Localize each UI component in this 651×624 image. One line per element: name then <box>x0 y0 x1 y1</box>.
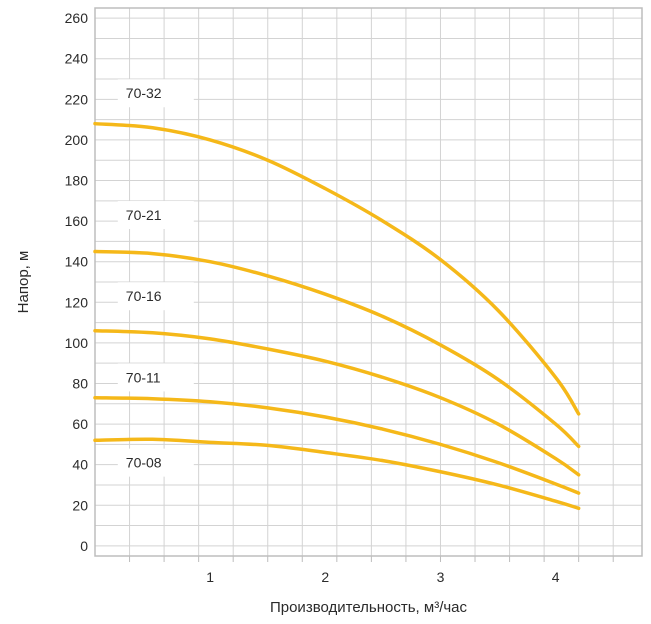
series-line <box>93 395 581 495</box>
series-line <box>93 249 581 449</box>
series-label: 70-21 <box>126 207 162 223</box>
y-tick-label: 20 <box>72 497 88 513</box>
y-tick-label: 160 <box>65 213 89 229</box>
series-line <box>93 121 581 416</box>
series-label-background <box>117 282 194 311</box>
series-lines <box>93 121 581 511</box>
series-line <box>93 328 581 477</box>
y-tick-label: 180 <box>65 173 89 189</box>
y-tick-label: 120 <box>65 294 89 310</box>
series-label: 70-11 <box>126 369 161 385</box>
y-tick-label: 260 <box>65 10 89 26</box>
y-tick-label: 0 <box>80 538 88 554</box>
y-axis-title: Напор, м <box>15 251 32 314</box>
series-label-background <box>117 79 194 108</box>
y-axis-ticks: 0 20 40 60 80 100 120 140 160 180 200 220 240 260 <box>65 10 89 554</box>
x-axis-title: Производительность, м³/час <box>270 599 468 616</box>
series-label: 70-08 <box>126 455 162 471</box>
y-tick-label: 100 <box>65 335 89 351</box>
series-label: 70-16 <box>126 288 162 304</box>
series-label: 70-32 <box>126 85 162 101</box>
series-label-background <box>117 448 194 477</box>
series-labels: 70-32 70-21 70-16 70-11 70-08 <box>126 85 162 470</box>
x-tick-label: 1 <box>206 569 214 585</box>
x-tick-label: 3 <box>437 569 445 585</box>
y-tick-label: 60 <box>72 416 88 432</box>
plot-border <box>94 7 643 557</box>
y-tick-label: 200 <box>65 132 89 148</box>
y-tick-label: 240 <box>65 51 89 67</box>
y-tick-label: 40 <box>72 457 88 473</box>
y-tick-label: 220 <box>65 91 89 107</box>
x-tick-label: 4 <box>552 569 560 585</box>
y-tick-label: 140 <box>65 254 89 270</box>
series-label-background <box>117 363 194 392</box>
chart-grid <box>95 8 642 562</box>
x-tick-label: 2 <box>321 569 329 585</box>
series-label-background <box>117 201 194 230</box>
y-tick-label: 80 <box>72 375 88 391</box>
x-axis-ticks: 1 2 3 4 <box>206 569 559 585</box>
series-line <box>93 437 581 511</box>
series-label-backgrounds <box>117 79 194 477</box>
